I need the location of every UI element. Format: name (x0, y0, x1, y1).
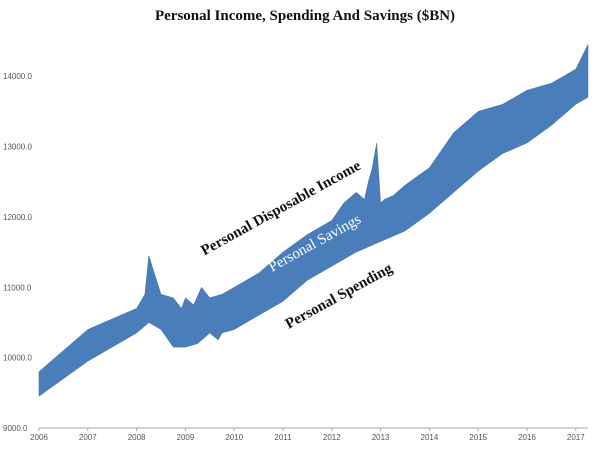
y-axis-ticks: 9000.0 10000.0 11000.0 12000.0 13000.0 14000.… (3, 72, 32, 433)
y-tick-label: 12000.0 (3, 213, 32, 222)
y-tick-label: 9000.0 (3, 424, 28, 433)
chart-title: Personal Income, Spending And Savings ($… (155, 8, 455, 24)
savings-band (38, 44, 589, 397)
y-tick-label: 13000.0 (3, 143, 32, 152)
x-tick-label: 2006 (30, 433, 48, 442)
x-tick-label: 2008 (128, 433, 146, 442)
y-tick-label: 14000.0 (3, 72, 32, 81)
x-tick-label: 2009 (177, 433, 195, 442)
x-tick-label: 2016 (518, 433, 536, 442)
x-axis-ticks: 2006 2007 2008 2009 2010 2011 2012 2013 2014 2015… (30, 428, 585, 442)
x-tick-label: 2010 (225, 433, 243, 442)
x-tick-label: 2017 (567, 433, 585, 442)
x-tick-label: 2014 (421, 433, 439, 442)
y-tick-label: 10000.0 (3, 354, 32, 363)
x-tick-label: 2013 (372, 433, 390, 442)
x-tick-label: 2011 (274, 433, 292, 442)
x-tick-label: 2012 (323, 433, 341, 442)
y-tick-label: 11000.0 (3, 283, 32, 292)
x-tick-label: 2007 (79, 433, 97, 442)
x-tick-label: 2015 (469, 433, 487, 442)
